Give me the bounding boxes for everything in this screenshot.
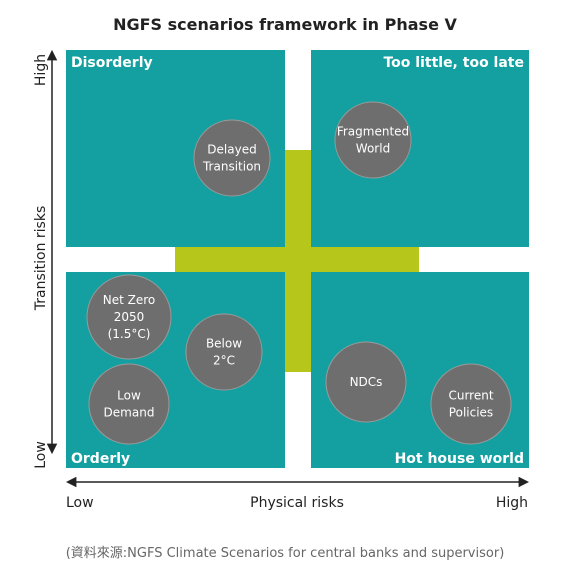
scenario-label: Transition bbox=[202, 160, 261, 174]
scenario-label: Fragmented bbox=[337, 125, 409, 139]
scenario-circle bbox=[88, 363, 170, 445]
y-high: High bbox=[33, 54, 49, 86]
scenario-circle bbox=[185, 313, 263, 391]
scenario-label: NDCs bbox=[350, 375, 383, 389]
y-label: Transition risks bbox=[33, 206, 49, 312]
x-low: Low bbox=[66, 495, 94, 511]
quadrant-label: Too little, too late bbox=[383, 55, 524, 71]
caption: (資料來源:NGFS Climate Scenarios for central… bbox=[66, 546, 505, 561]
scenario-label: Low bbox=[117, 389, 141, 403]
quadrant-label: Hot house world bbox=[395, 451, 524, 467]
scenario-label: (1.5°C) bbox=[108, 327, 151, 341]
scenario-label: Delayed bbox=[207, 143, 256, 157]
scenario-label: 2°C bbox=[213, 354, 235, 368]
x-high: High bbox=[496, 495, 528, 511]
scenario-label: 2050 bbox=[114, 310, 145, 324]
y-low: Low bbox=[33, 441, 49, 469]
scenario-label: Net Zero bbox=[103, 293, 156, 307]
scenario-circle bbox=[334, 101, 412, 179]
cross-v bbox=[285, 150, 311, 372]
scenario-label: Below bbox=[206, 337, 242, 351]
x-label: Physical risks bbox=[250, 495, 344, 511]
scenario-label: Current bbox=[448, 389, 493, 403]
scenario-circle bbox=[430, 363, 512, 445]
quadrant-label: Orderly bbox=[71, 451, 130, 467]
quadrant-label: Disorderly bbox=[71, 55, 153, 71]
scenario-label: Policies bbox=[449, 406, 493, 420]
title: NGFS scenarios framework in Phase V bbox=[113, 15, 457, 34]
scenario-circle bbox=[193, 119, 271, 197]
scenario-label: World bbox=[356, 142, 390, 156]
scenario-circle bbox=[325, 341, 407, 423]
scenario-label: Demand bbox=[104, 406, 155, 420]
scenario-circle bbox=[86, 274, 172, 360]
